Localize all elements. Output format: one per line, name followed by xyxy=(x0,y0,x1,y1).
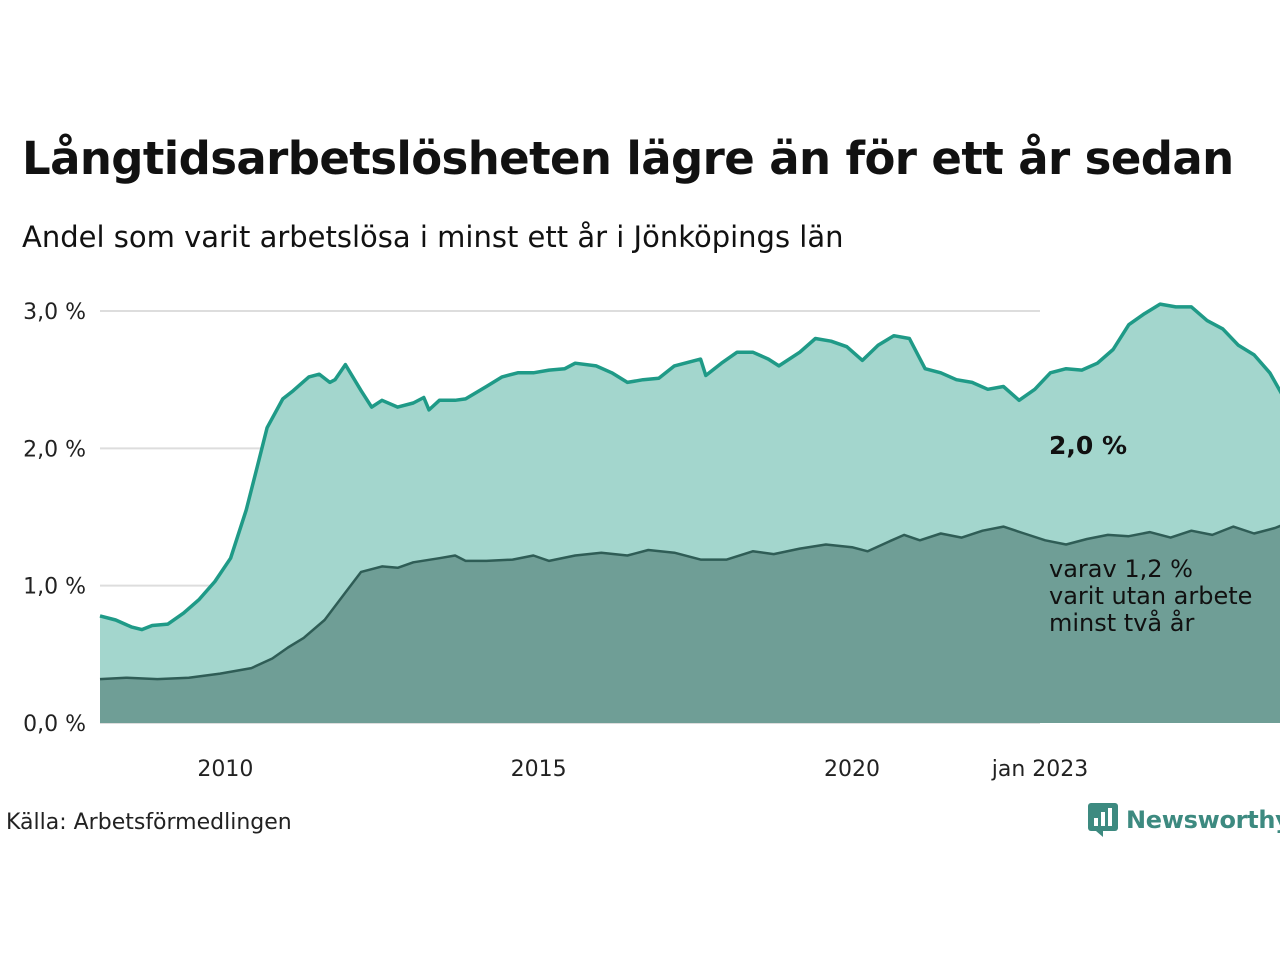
x-tick-label: jan 2023 xyxy=(991,757,1089,782)
sub-series-end-label: varav 1,2 % xyxy=(1049,555,1193,583)
newsworthy-brand[interactable]: Newsworthy xyxy=(1088,803,1280,837)
area-chart: 0,0 % 1,0 % 2,0 % 3,0 % 2010 2015 2020 jan 2023… xyxy=(23,300,1280,782)
y-tick-label: 3,0 % xyxy=(23,300,86,325)
sub-series-end-label: varit utan arbete xyxy=(1049,582,1252,610)
sub-series-end-label: minst två år xyxy=(1049,608,1194,637)
newsworthy-logo-icon xyxy=(1088,803,1118,837)
x-tick-label: 2010 xyxy=(197,757,253,782)
y-tick-label: 2,0 % xyxy=(23,437,86,462)
axis-labels: 0,0 % 1,0 % 2,0 % 3,0 % 2010 2015 2020 jan 2023 xyxy=(23,300,1088,782)
x-tick-label: 2020 xyxy=(824,757,880,782)
chart-subtitle: Andel som varit arbetslösa i minst ett å… xyxy=(22,220,844,254)
chart-areas xyxy=(99,302,1280,723)
series-line-2 xyxy=(99,524,1280,681)
brand-name: Newsworthy xyxy=(1126,806,1280,834)
series-area-2 xyxy=(100,526,1280,723)
source-note: Källa: Arbetsförmedlingen xyxy=(6,810,292,835)
main-series-end-label: 2,0 % xyxy=(1049,431,1127,460)
y-tick-label: 1,0 % xyxy=(23,575,86,600)
chart-title: Långtidsarbetslösheten lägre än för ett … xyxy=(22,132,1234,185)
series-line-1 xyxy=(99,302,1280,632)
x-tick-label: 2015 xyxy=(511,757,567,782)
y-tick-label: 0,0 % xyxy=(23,712,86,737)
